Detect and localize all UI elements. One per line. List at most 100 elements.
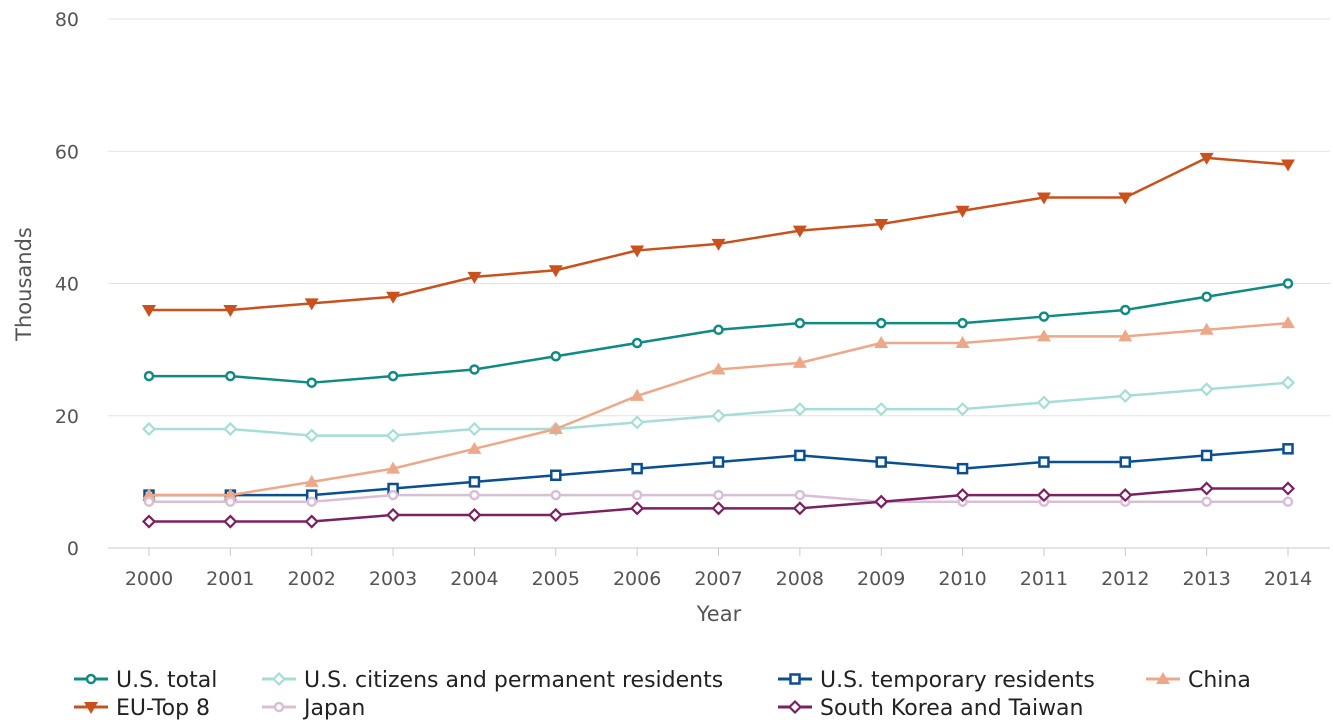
data-point xyxy=(548,265,563,278)
data-point xyxy=(386,428,401,443)
y-tick-label: 40 xyxy=(55,274,79,296)
data-point xyxy=(631,337,643,349)
data-point xyxy=(955,205,970,218)
data-point xyxy=(792,402,807,417)
data-point xyxy=(631,462,643,475)
x-tick-label: 2006 xyxy=(613,568,661,590)
data-point xyxy=(874,218,889,231)
data-point xyxy=(1038,456,1050,468)
legend-label: U.S. temporary residents xyxy=(820,668,1095,693)
data-point xyxy=(468,476,481,488)
gridlines xyxy=(108,18,1330,549)
data-point xyxy=(1199,152,1214,165)
x-tick-label: 2001 xyxy=(206,568,254,590)
data-point xyxy=(1118,192,1133,205)
data-point xyxy=(467,507,482,522)
data-point xyxy=(1119,456,1132,468)
data-point xyxy=(1201,291,1212,302)
data-point xyxy=(874,494,889,509)
legend-item-u-s-total: U.S. total xyxy=(74,668,217,693)
data-point xyxy=(469,489,480,501)
y-tick-label: 20 xyxy=(55,406,79,428)
data-point xyxy=(304,474,319,487)
series-china xyxy=(142,316,1295,501)
data-point xyxy=(467,271,482,284)
data-point xyxy=(1282,443,1294,455)
data-point xyxy=(223,488,238,501)
y-tick-label: 80 xyxy=(55,9,79,31)
y-axis-title: Thousands xyxy=(12,227,36,342)
data-point xyxy=(304,298,319,311)
series-line xyxy=(147,447,1290,497)
data-point xyxy=(713,324,724,336)
y-axis: 0 20 40 60 80 xyxy=(55,9,79,560)
data-point xyxy=(550,469,562,482)
data-point xyxy=(386,291,401,304)
data-point xyxy=(711,362,726,375)
legend: U.S. total U.S. citizens and permanent re… xyxy=(74,668,1251,721)
data-point xyxy=(142,304,156,317)
data-point xyxy=(794,449,806,462)
legend-label: South Korea and Taiwan xyxy=(820,696,1083,721)
x-axis-title: Year xyxy=(696,602,742,626)
data-point xyxy=(387,489,399,501)
data-point xyxy=(1118,388,1133,403)
data-point xyxy=(306,496,317,507)
legend-marker xyxy=(85,673,97,685)
x-tick-label: 2008 xyxy=(776,568,824,590)
legend-label: China xyxy=(1188,668,1251,693)
x-tick-label: 2011 xyxy=(1020,568,1068,590)
data-point xyxy=(874,402,889,417)
data-point xyxy=(1120,304,1131,316)
data-point xyxy=(304,514,319,529)
x-tick-label: 2013 xyxy=(1182,568,1230,590)
data-point xyxy=(1036,395,1051,410)
data-point xyxy=(1199,322,1214,335)
data-point xyxy=(1036,488,1051,503)
data-point xyxy=(1036,329,1051,342)
data-point xyxy=(223,421,238,437)
data-point xyxy=(223,304,238,317)
data-point xyxy=(141,514,157,529)
legend-item-u-s-temporary-residents: U.S. temporary residents xyxy=(778,668,1095,693)
data-point xyxy=(1200,449,1213,462)
data-point xyxy=(548,507,563,522)
data-point xyxy=(874,336,889,349)
data-point xyxy=(1282,278,1294,289)
series-south-korea-and-taiwan xyxy=(141,481,1296,529)
data-point xyxy=(141,421,157,437)
x-axis: 2000 2001 2002 2003 2004 2005 2006 2007 2008 2009… xyxy=(125,548,1312,590)
data-point xyxy=(1281,159,1295,172)
data-point xyxy=(875,317,887,329)
data-point xyxy=(143,370,155,382)
y-tick-label: 0 xyxy=(67,538,79,560)
data-point xyxy=(957,317,968,329)
data-point xyxy=(792,501,807,516)
data-point xyxy=(631,489,643,501)
data-point xyxy=(1118,488,1133,503)
data-point xyxy=(713,489,724,501)
data-point xyxy=(792,355,807,368)
data-point xyxy=(1201,496,1212,507)
data-point xyxy=(1199,382,1214,397)
data-point xyxy=(550,489,562,501)
data-point xyxy=(467,421,482,437)
data-point xyxy=(142,488,156,501)
x-tick-label: 2004 xyxy=(450,568,498,590)
data-point xyxy=(875,456,887,468)
data-point xyxy=(711,238,726,251)
legend-marker xyxy=(273,701,285,713)
data-point xyxy=(1036,192,1051,205)
data-point xyxy=(955,336,970,349)
series-japan xyxy=(143,489,1294,507)
x-tick-label: 2014 xyxy=(1264,568,1312,590)
series-layer xyxy=(141,152,1296,529)
y-tick-label: 60 xyxy=(55,141,79,163)
series-u-s-total xyxy=(143,278,1294,388)
data-point xyxy=(1282,496,1294,507)
legend-item-eu-top-8: EU-Top 8 xyxy=(74,696,210,721)
x-tick-label: 2009 xyxy=(857,568,905,590)
data-point xyxy=(711,501,726,516)
x-tick-label: 2000 xyxy=(125,568,173,590)
